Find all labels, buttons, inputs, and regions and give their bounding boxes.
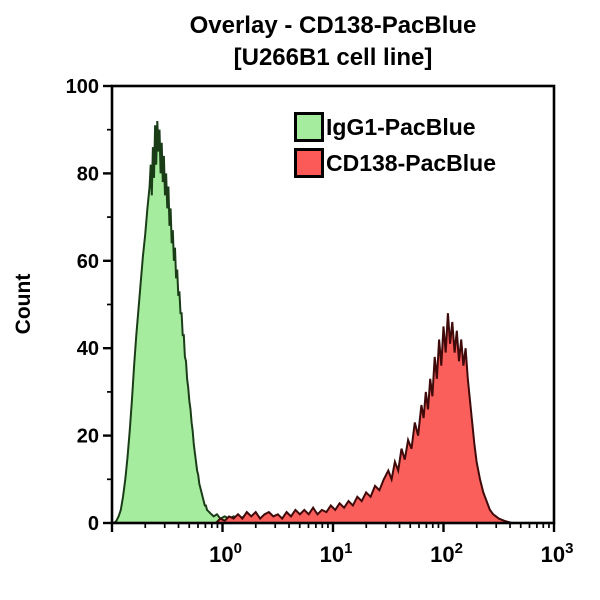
legend-label-cd138: CD138-PacBlue (326, 150, 497, 176)
legend: IgG1-PacBlue CD138-PacBlue (294, 111, 496, 183)
series-cd138-pacblue (213, 313, 513, 524)
x-tick-label: 100 (209, 540, 242, 567)
y-tick-label: 40 (77, 338, 99, 360)
y-axis-label: Count (12, 274, 35, 335)
x-tick-label: 103 (541, 540, 574, 567)
y-tick-labels: 0 20 40 60 80 100 (66, 76, 99, 535)
y-tick-label: 80 (77, 163, 99, 185)
y-axis-ticks (103, 84, 112, 525)
legend-swatch-red (294, 148, 324, 178)
chart-title-line1: Overlay - CD138-PacBlue (189, 12, 477, 39)
legend-swatch-green (294, 112, 324, 142)
y-tick-label: 60 (77, 251, 99, 273)
x-tick-labels: 100 101 102 103 (209, 540, 573, 567)
x-tick-label: 102 (430, 540, 463, 567)
y-tick-label: 20 (77, 426, 99, 448)
chart-title-line2: [U266B1 cell line] (233, 44, 433, 71)
y-tick-label: 100 (66, 76, 99, 98)
chart-title: Overlay - CD138-PacBlue [U266B1 cell lin… (66, 10, 600, 74)
x-tick-label: 101 (320, 540, 353, 567)
legend-item-igg1: IgG1-PacBlue (294, 111, 496, 143)
legend-label-igg1: IgG1-PacBlue (326, 114, 476, 140)
legend-item-cd138: CD138-PacBlue (294, 147, 496, 179)
y-tick-label: 0 (88, 513, 99, 535)
series-igg1-pacblue (111, 120, 279, 524)
x-axis-ticks (110, 523, 556, 532)
